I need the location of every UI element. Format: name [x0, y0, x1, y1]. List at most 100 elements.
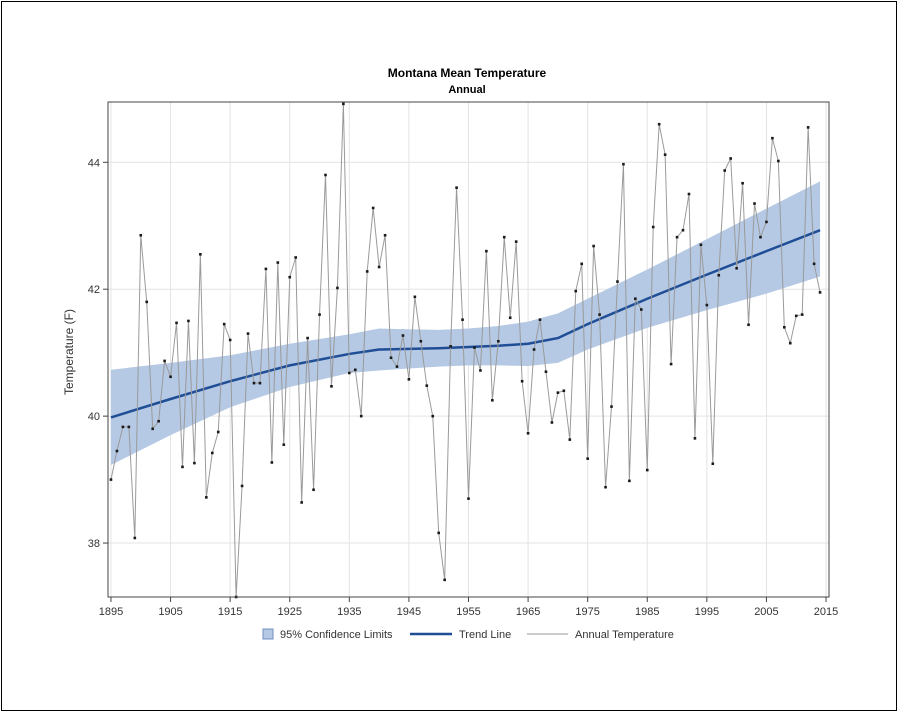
- data-point-2011: [800, 313, 804, 316]
- data-point-1896: [115, 449, 119, 453]
- axes: 1895 1905 1915 1925 1935 1945 1955 1965 1975 1985…: [88, 101, 838, 618]
- data-point-1998: [723, 169, 727, 172]
- data-point-2005: [765, 220, 768, 224]
- data-point-1971: [562, 389, 566, 393]
- data-point-1999: [729, 157, 732, 160]
- data-point-2009: [788, 341, 792, 345]
- data-point-2002: [747, 323, 750, 327]
- annual-temperature-line: [110, 103, 821, 598]
- x-tick-label-2015: 2015: [814, 606, 838, 618]
- data-point-1910: [199, 253, 202, 256]
- legend: 95% Confidence Limits Trend Line Annual …: [262, 628, 674, 641]
- annual-temperature-layer: [109, 102, 822, 599]
- x-tick-label-1925: 1925: [277, 606, 301, 618]
- data-point-1911: [205, 496, 208, 499]
- y-axis-label: Temperature (F): [62, 309, 76, 395]
- data-point-1983: [634, 297, 637, 301]
- x-tick-label-1955: 1955: [456, 606, 480, 618]
- data-point-1954: [461, 318, 464, 321]
- data-point-1897: [121, 425, 125, 429]
- data-point-1979: [610, 405, 613, 408]
- y-tick-label-40: 40: [88, 411, 100, 423]
- data-point-1936: [353, 368, 357, 372]
- legend-label-confidence: 95% Confidence Limits: [280, 629, 393, 641]
- data-point-1997: [717, 273, 721, 277]
- data-point-1989: [669, 362, 673, 366]
- y-tick-label-38: 38: [88, 538, 100, 550]
- data-point-1970: [556, 391, 560, 394]
- data-point-1976: [592, 244, 595, 248]
- data-point-1995: [705, 303, 709, 307]
- trend-line-layer: [110, 229, 821, 419]
- data-point-1957: [479, 369, 482, 372]
- data-point-1974: [580, 262, 584, 266]
- data-point-1930: [318, 313, 321, 316]
- chart-title: Montana Mean Temperature: [388, 66, 547, 80]
- data-point-2000: [735, 266, 738, 270]
- data-point-1923: [276, 261, 280, 264]
- data-point-1994: [699, 243, 703, 247]
- y-tick-label-42: 42: [88, 284, 100, 296]
- data-point-1907: [181, 465, 184, 469]
- x-tick-label-1975: 1975: [575, 606, 599, 618]
- data-point-1906: [175, 321, 178, 325]
- legend-label-trend: Trend Line: [459, 629, 511, 641]
- data-point-1939: [371, 206, 375, 210]
- trend-line: [110, 229, 821, 419]
- data-point-1991: [681, 228, 685, 232]
- data-point-1967: [538, 318, 542, 321]
- data-point-1942: [389, 356, 393, 360]
- data-point-1984: [640, 308, 643, 311]
- x-tick-label-1965: 1965: [516, 606, 540, 618]
- data-point-1900: [139, 233, 143, 237]
- x-tick-label-1905: 1905: [158, 606, 182, 618]
- data-point-1917: [240, 484, 244, 488]
- data-point-1950: [437, 531, 441, 535]
- data-point-1927: [300, 501, 303, 504]
- data-point-2010: [794, 314, 798, 318]
- data-point-1944: [401, 334, 405, 337]
- data-point-1912: [210, 451, 214, 455]
- x-tick-label-1915: 1915: [218, 606, 242, 618]
- data-point-1935: [348, 371, 351, 375]
- data-point-1956: [473, 346, 476, 349]
- data-point-1915: [228, 338, 232, 342]
- data-point-1901: [145, 300, 149, 304]
- data-point-1914: [222, 322, 226, 326]
- data-point-1973: [574, 289, 578, 293]
- legend-label-annual: Annual Temperature: [575, 629, 674, 641]
- data-point-2003: [753, 202, 756, 205]
- data-point-1913: [216, 430, 220, 434]
- x-tick-label-1935: 1935: [337, 606, 361, 618]
- data-point-1958: [485, 249, 488, 253]
- data-point-1978: [604, 485, 607, 489]
- data-point-1951: [443, 578, 446, 582]
- data-point-1931: [324, 173, 327, 177]
- data-point-1966: [532, 348, 536, 351]
- x-tick-label-1895: 1895: [99, 606, 123, 618]
- data-point-1961: [502, 235, 506, 239]
- data-point-1924: [282, 443, 286, 446]
- data-point-1980: [616, 280, 619, 283]
- data-point-2013: [812, 262, 816, 266]
- data-point-2001: [741, 181, 744, 185]
- data-point-1981: [622, 162, 625, 166]
- data-point-2012: [806, 126, 810, 129]
- data-point-1932: [330, 385, 333, 388]
- data-point-1919: [252, 381, 256, 385]
- data-point-1972: [568, 438, 572, 441]
- data-point-1977: [598, 313, 601, 316]
- data-point-1899: [133, 536, 137, 540]
- data-point-1941: [383, 233, 387, 237]
- data-point-1904: [163, 359, 166, 363]
- data-point-1946: [413, 295, 417, 299]
- data-point-1918: [246, 332, 250, 335]
- data-point-1969: [550, 421, 554, 424]
- x-tick-label-1995: 1995: [695, 606, 719, 618]
- data-point-1929: [312, 488, 315, 492]
- data-point-1947: [419, 339, 423, 343]
- data-point-1933: [336, 286, 339, 290]
- data-point-2007: [777, 159, 780, 163]
- data-point-1990: [675, 235, 679, 239]
